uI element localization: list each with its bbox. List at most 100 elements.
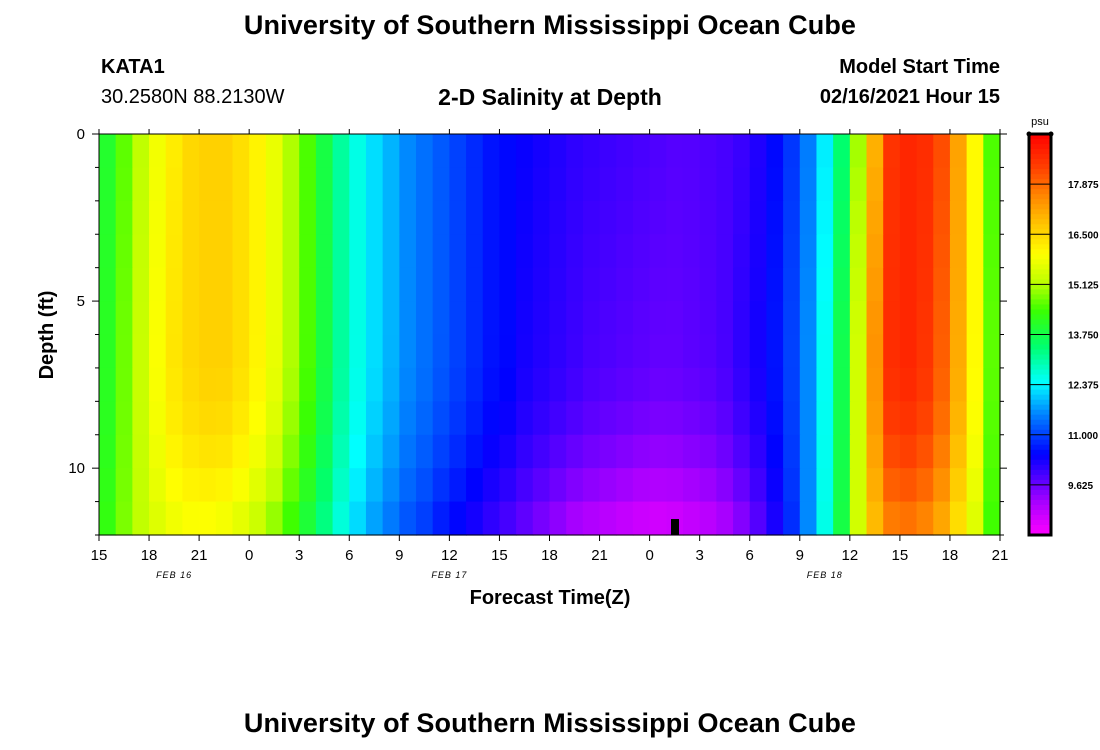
heatmap-cell [883,234,901,269]
heatmap-cell [599,334,617,369]
heatmap-cell [165,434,184,469]
heatmap-cell [666,200,684,235]
heatmap-cell [632,334,651,369]
axes: 15 18 21 0 3 6 9 12 15 18 21 0 3 6 9 12 15 18 21 FEB 16 FEB … [68,126,1008,580]
heatmap-cell [849,167,868,202]
heatmap-cell [249,234,267,269]
colorbar-segment [1029,394,1051,401]
heatmap-cell [632,234,651,269]
heatmap-cell [99,267,117,302]
heatmap-cell [466,334,484,369]
heatmap-cell [766,200,784,235]
heatmap-cell [783,434,801,469]
heatmap-cell [532,167,551,202]
colorbar-segment [1029,164,1051,170]
colorbar-segment [1029,309,1051,315]
heatmap-cell [766,501,784,536]
heatmap-cell [365,167,384,202]
heatmap-cell [299,334,317,369]
x-tick-label: 12 [441,547,458,564]
heatmap-cell [315,134,334,169]
heatmap-cell [833,501,851,536]
heatmap-cell [833,401,851,436]
colorbar-segment [1029,299,1051,305]
heatmap-cell [499,134,517,169]
heatmap-cell [566,367,584,402]
heatmap-cell [432,434,450,469]
heatmap-cell [833,301,851,336]
heatmap-cell [265,334,284,369]
heatmap-cell [99,401,117,436]
colorbar-segment [1029,499,1051,506]
heatmap-cell [783,468,801,503]
heatmap-cell [382,301,400,336]
heatmap-cell [666,401,684,436]
heatmap-cell [132,501,150,536]
heatmap-cell [132,134,150,169]
heatmap-cell [949,468,968,503]
heatmap-cell [165,234,184,269]
heatmap-cell [165,401,184,436]
heatmap-cell [382,401,400,436]
heatmap-cell [933,468,951,503]
heatmap-cell [783,301,801,336]
heatmap-cell [733,367,751,402]
heatmap-cell [599,401,617,436]
heatmap-cell [582,434,601,469]
heatmap-cell [482,367,501,402]
colorbar-segment [1029,404,1051,411]
heatmap-cell [466,367,484,402]
heatmap-cell [899,200,918,235]
heatmap-cell [899,334,918,369]
heatmap-cell [549,367,567,402]
heatmap-cell [749,301,768,336]
heatmap-cell [616,134,634,169]
heatmap-cell [115,267,133,302]
heatmap-cell [566,301,584,336]
heatmap-cell [649,234,667,269]
heatmap-cell [599,434,617,469]
heatmap-cell [249,167,267,202]
colorbar-segment [1029,504,1051,511]
heatmap-cell [249,301,267,336]
heatmap-cell [582,401,601,436]
heatmap-cell [916,267,934,302]
heatmap-cell [132,468,150,503]
heatmap-cell [215,468,234,503]
colorbar-segment [1029,389,1051,396]
colorbar-segment [1029,199,1051,205]
heatmap-cell [349,267,367,302]
colorbar-segment [1029,269,1051,275]
colorbar-tick-label: 11.000 [1068,431,1098,442]
heatmap-cell [916,434,934,469]
heatmap-cell [849,267,868,302]
heatmap-cell [249,401,267,436]
heatmap-cell [499,401,517,436]
heatmap-cell [115,334,133,369]
heatmap-cell [783,167,801,202]
colorbar-segment [1029,479,1051,486]
colorbar-segment [1029,234,1051,240]
heatmap-cell [265,468,284,503]
heatmap-cell [132,367,150,402]
heatmap-cell [115,234,133,269]
heatmap-cell [966,267,984,302]
colorbar-segment [1029,424,1051,431]
colorbar-segment [1029,264,1051,270]
colorbar-segment [1029,514,1051,521]
heatmap-cell [649,367,667,402]
page-title: University of Southern Mississippi Ocean… [243,10,857,40]
heatmap-cell [282,468,300,503]
heatmap-cell [466,501,484,536]
heatmap-cell [699,301,717,336]
heatmap-cell [349,334,367,369]
heatmap-cell [282,167,300,202]
colorbar-segment [1029,469,1051,476]
heatmap-cell [232,301,250,336]
heatmap-cell [833,334,851,369]
heatmap-cell [115,301,133,336]
heatmap-cell [182,234,200,269]
heatmap-cell [599,301,617,336]
heatmap-cell [749,134,768,169]
heatmap-cell [232,334,250,369]
